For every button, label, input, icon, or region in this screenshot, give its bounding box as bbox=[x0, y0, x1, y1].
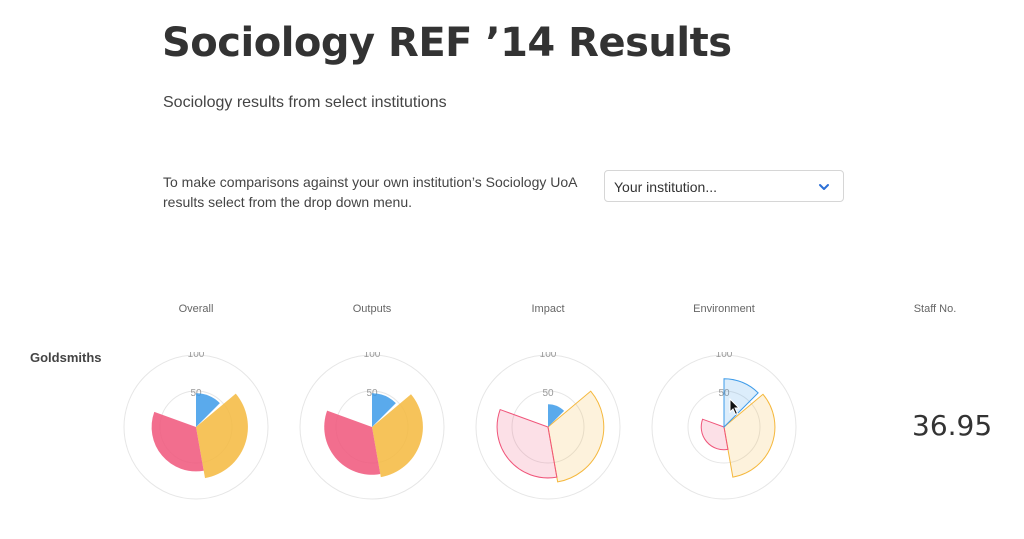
radial-wedge bbox=[723, 378, 759, 429]
radial-wedge bbox=[372, 394, 423, 478]
page-title: Sociology REF ’14 Results bbox=[162, 20, 732, 66]
radial-wedge bbox=[151, 411, 204, 472]
staff-number-value: 36.95 bbox=[912, 409, 993, 442]
column-header-environment: Environment bbox=[693, 303, 755, 315]
outer-ring bbox=[123, 354, 269, 500]
radial-wedge bbox=[196, 393, 248, 479]
column-header-staff-no: Staff No. bbox=[913, 303, 957, 315]
radial-wedge bbox=[196, 393, 220, 427]
column-header-impact: Impact bbox=[531, 303, 565, 315]
radial-wedge bbox=[324, 410, 381, 475]
radial-wedge bbox=[723, 393, 776, 478]
institution-select[interactable]: Your institution... bbox=[604, 170, 844, 202]
page-subtitle: Sociology results from select institutio… bbox=[163, 94, 447, 111]
comparison-instructions: To make comparisons against your own ins… bbox=[163, 174, 577, 210]
outer-ring bbox=[299, 354, 445, 500]
column-header-overall: Overall bbox=[178, 303, 214, 315]
radial-wedge bbox=[372, 393, 396, 427]
mouse-cursor-icon bbox=[729, 398, 741, 416]
institution-name: Goldsmiths bbox=[30, 350, 102, 365]
radial-wedge bbox=[547, 390, 605, 483]
outer-ring bbox=[475, 354, 621, 500]
impact-radial-chart[interactable]: 100 50 bbox=[473, 352, 623, 502]
radial-wedge bbox=[496, 408, 558, 479]
tick-label-100: 100 bbox=[716, 352, 733, 360]
tick-label-100: 100 bbox=[364, 352, 381, 360]
inner-ring bbox=[511, 390, 585, 464]
chevron-down-icon bbox=[819, 184, 829, 190]
radial-wedge bbox=[700, 418, 729, 451]
column-header-outputs: Outputs bbox=[352, 303, 392, 315]
outer-ring bbox=[651, 354, 797, 500]
tick-label-50: 50 bbox=[542, 388, 554, 399]
tick-label-100: 100 bbox=[540, 352, 557, 360]
radial-wedge bbox=[548, 404, 565, 427]
institution-select-value: Your institution... bbox=[614, 179, 717, 195]
tick-label-100: 100 bbox=[188, 352, 205, 360]
